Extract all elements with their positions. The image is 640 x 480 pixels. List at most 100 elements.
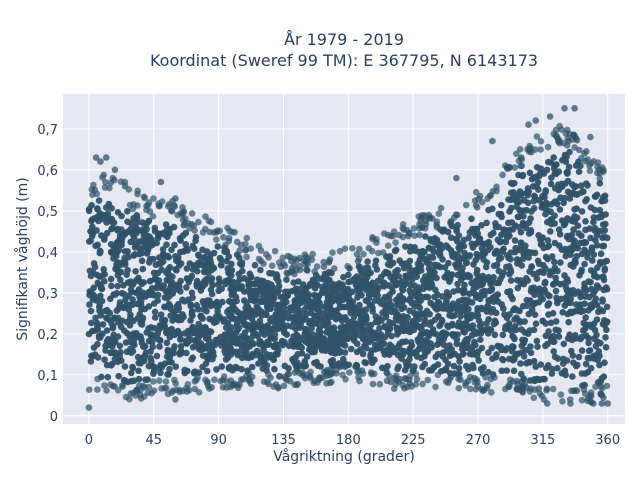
data-point (225, 268, 232, 276)
data-point (592, 236, 599, 244)
data-point (254, 323, 262, 331)
data-point (145, 337, 153, 345)
data-point (85, 330, 93, 338)
data-point (257, 266, 264, 274)
data-point (555, 181, 562, 188)
data-point (187, 302, 195, 310)
data-point (536, 197, 543, 204)
data-point (516, 319, 524, 326)
data-point (115, 372, 122, 380)
data-point (545, 242, 553, 250)
data-point (176, 386, 183, 394)
data-point (201, 280, 208, 288)
data-point (129, 364, 137, 372)
data-point (91, 327, 99, 335)
data-point (490, 262, 498, 270)
data-point (102, 178, 109, 186)
data-point (485, 206, 492, 214)
data-point (280, 382, 288, 390)
data-point (391, 307, 399, 314)
data-point (103, 229, 111, 237)
data-point (353, 273, 361, 280)
data-point (189, 294, 196, 302)
data-point (104, 335, 112, 343)
data-point (329, 341, 337, 348)
data-point (555, 226, 563, 233)
data-point (582, 360, 590, 368)
data-point (110, 250, 117, 258)
data-point (542, 320, 550, 327)
data-point (213, 336, 221, 344)
data-point (516, 146, 524, 153)
data-point (486, 277, 494, 284)
data-point (353, 348, 361, 356)
data-point (332, 331, 339, 339)
data-point (242, 247, 249, 254)
data-point (274, 347, 282, 354)
data-point (531, 146, 539, 153)
data-point (406, 248, 414, 255)
data-point (544, 302, 551, 309)
data-point (581, 284, 588, 292)
data-point (547, 228, 554, 235)
data-point (600, 286, 608, 294)
data-point (491, 374, 498, 381)
data-point (153, 352, 161, 360)
data-point (554, 267, 561, 275)
data-point (126, 395, 133, 403)
data-point (326, 256, 334, 263)
data-point (577, 289, 584, 297)
data-point (507, 277, 515, 284)
data-point (129, 347, 137, 355)
data-point (391, 348, 398, 356)
data-point (544, 143, 552, 151)
data-point (398, 278, 406, 285)
data-point (113, 239, 121, 246)
data-point (160, 252, 168, 260)
data-point (279, 341, 287, 349)
data-point (158, 266, 165, 274)
data-point (578, 333, 586, 341)
data-point (565, 290, 573, 297)
data-point (260, 378, 268, 385)
data-point (200, 268, 208, 276)
data-point (513, 256, 521, 263)
data-point (533, 337, 541, 345)
data-point (425, 332, 433, 340)
data-point (103, 387, 110, 394)
data-point (87, 358, 95, 365)
data-point (134, 187, 141, 195)
data-point (424, 294, 432, 301)
data-point (571, 216, 579, 223)
data-point (235, 254, 243, 261)
data-point (87, 307, 95, 315)
data-point (160, 229, 167, 237)
data-point (216, 313, 223, 320)
data-point (564, 188, 572, 196)
data-point (206, 346, 213, 353)
data-point (568, 336, 576, 344)
data-point (525, 121, 532, 128)
data-point (507, 376, 514, 384)
data-point (574, 222, 582, 229)
data-point (101, 356, 108, 364)
data-point (202, 325, 210, 332)
data-point (150, 370, 157, 378)
data-point (146, 240, 154, 248)
data-point (123, 271, 130, 279)
data-point (601, 265, 609, 273)
data-point (403, 226, 411, 234)
data-point (422, 233, 429, 240)
data-point (580, 386, 588, 393)
data-point (197, 313, 204, 320)
data-point (483, 219, 490, 227)
data-point (202, 360, 210, 368)
data-point (86, 301, 93, 308)
data-point (196, 325, 204, 333)
data-point (166, 353, 174, 361)
data-point (283, 298, 290, 306)
data-point (432, 383, 439, 391)
data-point (385, 270, 392, 277)
data-point (399, 381, 406, 389)
data-point (340, 289, 348, 296)
